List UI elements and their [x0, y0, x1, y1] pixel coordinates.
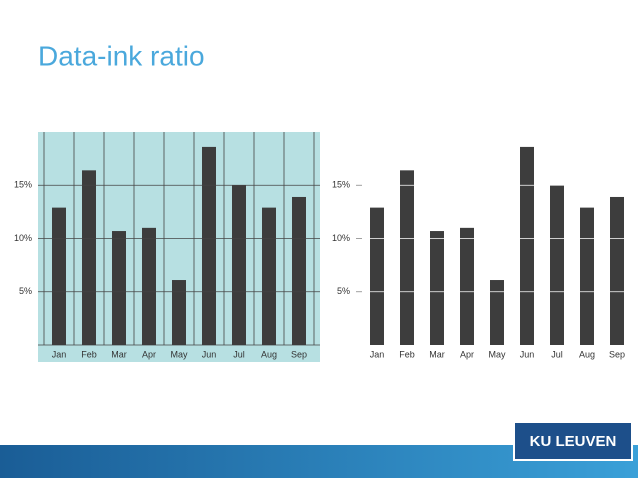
- bar: [430, 231, 444, 345]
- bar: [460, 227, 474, 345]
- y-tick-label: 15%: [332, 180, 350, 190]
- bar: [550, 185, 564, 345]
- bar: [112, 231, 126, 345]
- x-tick-label: Jun: [520, 349, 535, 359]
- x-tick-label: Mar: [111, 349, 127, 359]
- x-tick-label: Feb: [81, 349, 97, 359]
- x-tick-label: Apr: [460, 349, 474, 359]
- x-tick-label: Jun: [202, 349, 217, 359]
- bar: [580, 207, 594, 345]
- x-tick-label: May: [488, 349, 506, 359]
- bar: [82, 170, 96, 345]
- x-tick-label: Feb: [399, 349, 415, 359]
- x-tick-label: Sep: [609, 349, 625, 359]
- bar: [490, 280, 504, 345]
- y-tick-label: 5%: [337, 286, 350, 296]
- slide-title: Data-ink ratio: [38, 40, 205, 71]
- y-tick-label: 10%: [332, 233, 350, 243]
- x-tick-label: Jan: [52, 349, 67, 359]
- bar: [52, 207, 66, 345]
- bar: [172, 280, 186, 345]
- y-tick-label: 5%: [19, 286, 32, 296]
- x-tick-label: Mar: [429, 349, 445, 359]
- bar: [370, 207, 384, 345]
- bar: [202, 146, 216, 345]
- x-tick-label: Aug: [261, 349, 277, 359]
- bar: [520, 146, 534, 345]
- x-tick-label: Jul: [551, 349, 563, 359]
- x-tick-label: Jan: [370, 349, 385, 359]
- charts: Jan Feb Mar Apr May Jun Jul Aug Sep 5% 10% 15% Jan Fe…: [14, 132, 636, 362]
- bar: [232, 185, 246, 345]
- bar: [262, 207, 276, 345]
- x-tick-label: Sep: [291, 349, 307, 359]
- y-tick-label: 10%: [14, 233, 32, 243]
- bar: [610, 196, 624, 345]
- x-tick-label: Apr: [142, 349, 156, 359]
- bar: [142, 227, 156, 345]
- x-tick-label: May: [170, 349, 188, 359]
- x-tick-label: Aug: [579, 349, 595, 359]
- bar: [292, 196, 306, 345]
- y-tick-label: 15%: [14, 180, 32, 190]
- logo-box: [513, 421, 633, 461]
- bar: [400, 170, 414, 345]
- logo-text: KU LEUVEN: [530, 433, 617, 450]
- x-tick-label: Jul: [233, 349, 245, 359]
